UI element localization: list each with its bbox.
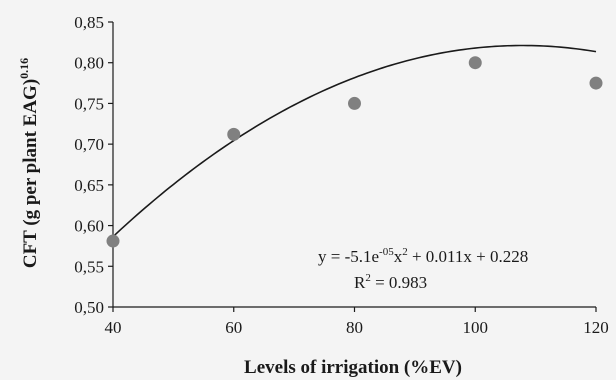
r-squared-text: R2 = 0.983 [354,272,427,292]
y-tick-label: 0,75 [74,94,104,113]
y-axis-title: CFT (g per plant EAG)0.16 [17,58,41,268]
x-tick-label: 40 [105,318,122,337]
data-point [468,56,482,70]
y-tick-label: 0,80 [74,54,104,73]
y-tick-label: 0,85 [74,13,104,32]
x-tick-label: 100 [463,318,489,337]
y-tick-label: 0,70 [74,135,104,154]
y-tick-label: 0,55 [74,257,104,276]
x-tick-label: 120 [583,318,609,337]
data-points [106,56,603,248]
x-tick-label: 60 [225,318,242,337]
ticks: 0,50 0,55 0,60 0,65 0,70 0,75 0,80 0,85 40 60 80 10… [74,13,609,337]
y-tick-label: 0,60 [74,217,104,236]
fit-curve-group [112,44,597,238]
y-tick-label: 0,65 [74,176,104,195]
x-tick-label: 80 [346,318,363,337]
data-point [227,127,241,141]
data-point [348,96,361,110]
equation-text: y = -5.1e-05x2 + 0.011x + 0.228 [318,246,528,266]
data-point [106,234,120,248]
fit-curve [112,44,597,238]
data-point [589,76,603,90]
y-tick-label: 0,50 [74,298,104,317]
x-axis-title: Levels of irrigation (%EV) [244,357,462,378]
